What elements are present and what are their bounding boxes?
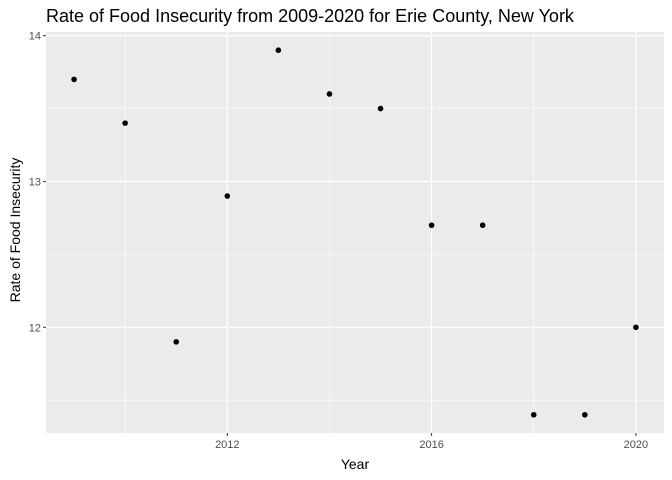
y-tick-label: 13 — [29, 176, 41, 188]
y-tick-label: 12 — [29, 322, 41, 334]
data-point — [275, 47, 282, 54]
y-axis-title: Rate of Food Insecurity — [7, 158, 23, 303]
plot-panel — [46, 32, 664, 433]
data-point — [479, 222, 486, 229]
data-point — [530, 411, 537, 418]
data-point — [377, 105, 384, 112]
data-point — [71, 76, 77, 83]
data-point — [122, 120, 128, 126]
data-point — [326, 91, 333, 97]
data-point — [224, 193, 231, 199]
x-tick-label: 2016 — [419, 439, 443, 451]
data-point — [582, 411, 588, 418]
x-axis-title: Year — [341, 456, 370, 472]
data-point — [428, 222, 435, 229]
grid-lines — [46, 32, 664, 433]
x-tick-label: 2012 — [215, 439, 239, 451]
data-points — [71, 47, 639, 418]
axis-ticks: 2012 2016 2020 12 13 14 — [29, 31, 648, 451]
data-point — [173, 339, 180, 345]
x-tick-label: 2020 — [624, 439, 648, 451]
data-point — [633, 324, 639, 331]
chart-title: Rate of Food Insecurity from 2009-2020 f… — [46, 6, 575, 26]
y-tick-label: 14 — [29, 31, 41, 43]
